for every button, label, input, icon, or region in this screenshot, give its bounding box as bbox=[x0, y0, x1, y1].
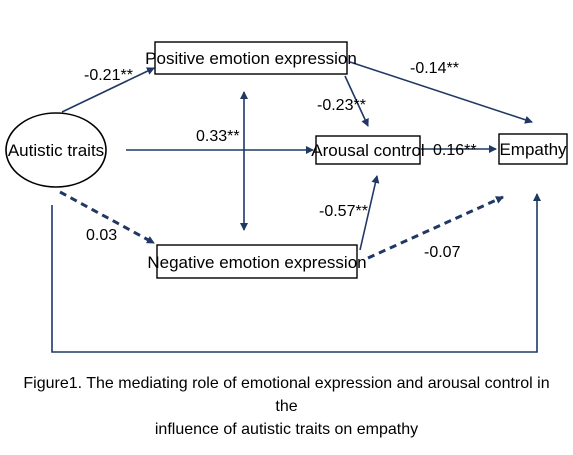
node-arousal-control-box bbox=[315, 135, 421, 165]
arrow-autism-to-negative bbox=[59, 190, 155, 245]
node-autistic-traits-ellipse bbox=[5, 112, 107, 188]
caption-line-1: Figure1. The mediating role of emotional… bbox=[23, 375, 550, 415]
arrow-negative-to-arousal bbox=[359, 175, 380, 251]
node-autistic-traits-label: Autistic traits bbox=[8, 141, 104, 160]
arrow-autism-to-empathy-direct bbox=[51, 193, 541, 353]
figure-caption: Figure1. The mediating role of emotional… bbox=[20, 372, 553, 441]
coef-arousal-to-empathy: 0.16** bbox=[433, 142, 477, 159]
node-positive-expression-label: Positive emotion expression bbox=[145, 49, 357, 68]
coef-negative-to-empathy: -0.07 bbox=[424, 244, 461, 261]
coef-negative-to-arousal: -0.57** bbox=[319, 203, 368, 220]
arrow-autism-to-positive bbox=[61, 67, 155, 113]
arrow-negative-to-empathy bbox=[367, 195, 504, 260]
node-empathy-label: Empathy bbox=[499, 140, 567, 159]
node-negative-expression-label: Negative emotion expression bbox=[147, 253, 366, 272]
coef-autism-to-positive: -0.21** bbox=[84, 67, 133, 84]
node-arousal-control-label: Arousal control bbox=[311, 141, 424, 160]
arrow-positive-to-empathy bbox=[349, 61, 533, 124]
node-negative-expression-box bbox=[156, 244, 358, 279]
coef-autism-to-negative: 0.03 bbox=[86, 227, 117, 244]
coef-autism-to-arousal: 0.33** bbox=[196, 128, 240, 145]
node-empathy-box bbox=[498, 133, 568, 165]
node-positive-expression-box bbox=[154, 41, 348, 75]
arrow-positive-to-arousal bbox=[344, 75, 369, 127]
coef-positive-to-arousal: -0.23** bbox=[317, 97, 366, 114]
coef-positive-to-empathy: -0.14** bbox=[410, 60, 459, 77]
caption-line-2: influence of autistic traits on empathy bbox=[154, 421, 419, 438]
